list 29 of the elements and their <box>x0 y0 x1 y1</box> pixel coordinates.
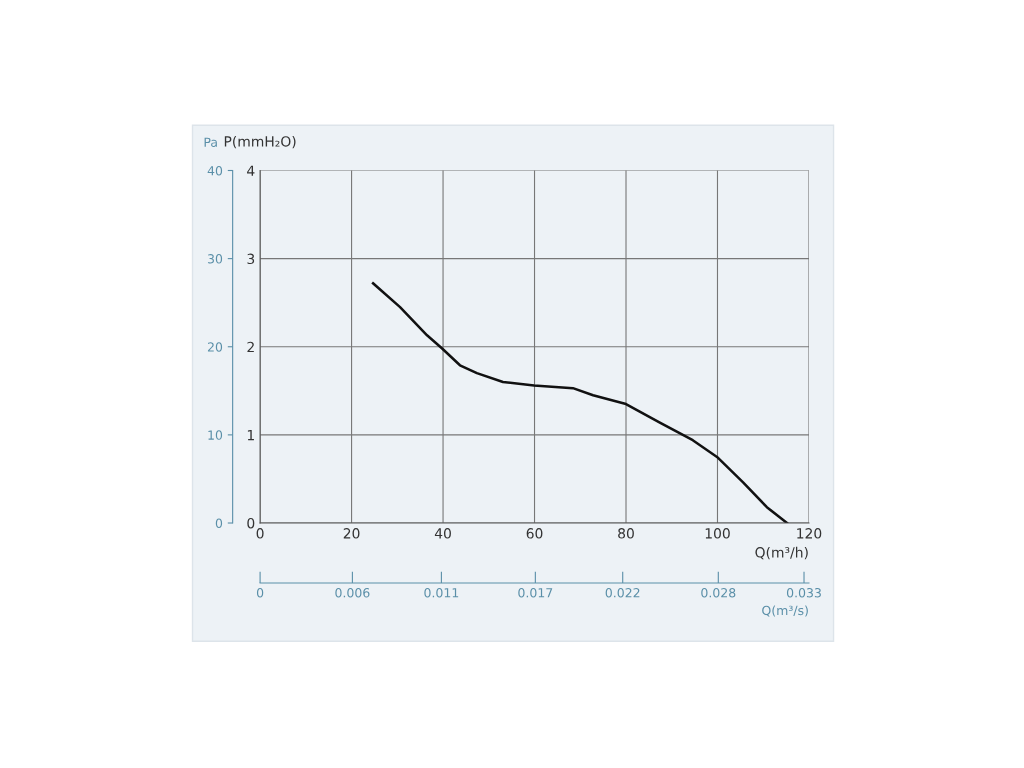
y2-tick-label: 0 <box>215 518 223 528</box>
y-tick-label: 2 <box>247 341 254 353</box>
y-tick-label: 4 <box>247 165 255 176</box>
y-tick-label: 1 <box>247 430 254 441</box>
x-tick-label: 20 <box>343 528 360 539</box>
x-tick-label: 0 <box>256 528 264 539</box>
x2-tick-label: 0.022 <box>605 588 640 598</box>
y2-axis-title: Pa <box>204 137 217 147</box>
y-tick-label: 0 <box>247 517 255 529</box>
x-tick-label: 120 <box>797 528 822 539</box>
x2-tick-label: 0.006 <box>335 588 370 598</box>
x-axis-title: Q(m³/h) <box>755 546 808 560</box>
x2-tick-label: 0.033 <box>786 588 821 598</box>
x2-tick-label: 0.011 <box>424 588 459 598</box>
x-tick-label: 60 <box>526 528 543 539</box>
x2-tick-label: 0.017 <box>518 588 553 598</box>
y2-tick-label: 10 <box>208 430 223 440</box>
x2-tick-label: 0 <box>256 588 264 598</box>
y2-tick-label: 20 <box>207 342 223 352</box>
x2-axis-title: Q(m³/s) <box>762 605 808 617</box>
x-tick-label: 100 <box>705 528 730 539</box>
x-tick-label: 40 <box>434 528 451 539</box>
y2-tick-label: 40 <box>207 165 223 176</box>
y-tick-label: 3 <box>247 253 255 265</box>
y2-tick-label: 30 <box>207 254 223 264</box>
x2-tick-label: 0.028 <box>701 588 736 598</box>
x-tick-label: 80 <box>618 528 634 539</box>
y-axis-title: P(mmH₂O) <box>224 135 296 149</box>
line-series <box>371 282 789 524</box>
